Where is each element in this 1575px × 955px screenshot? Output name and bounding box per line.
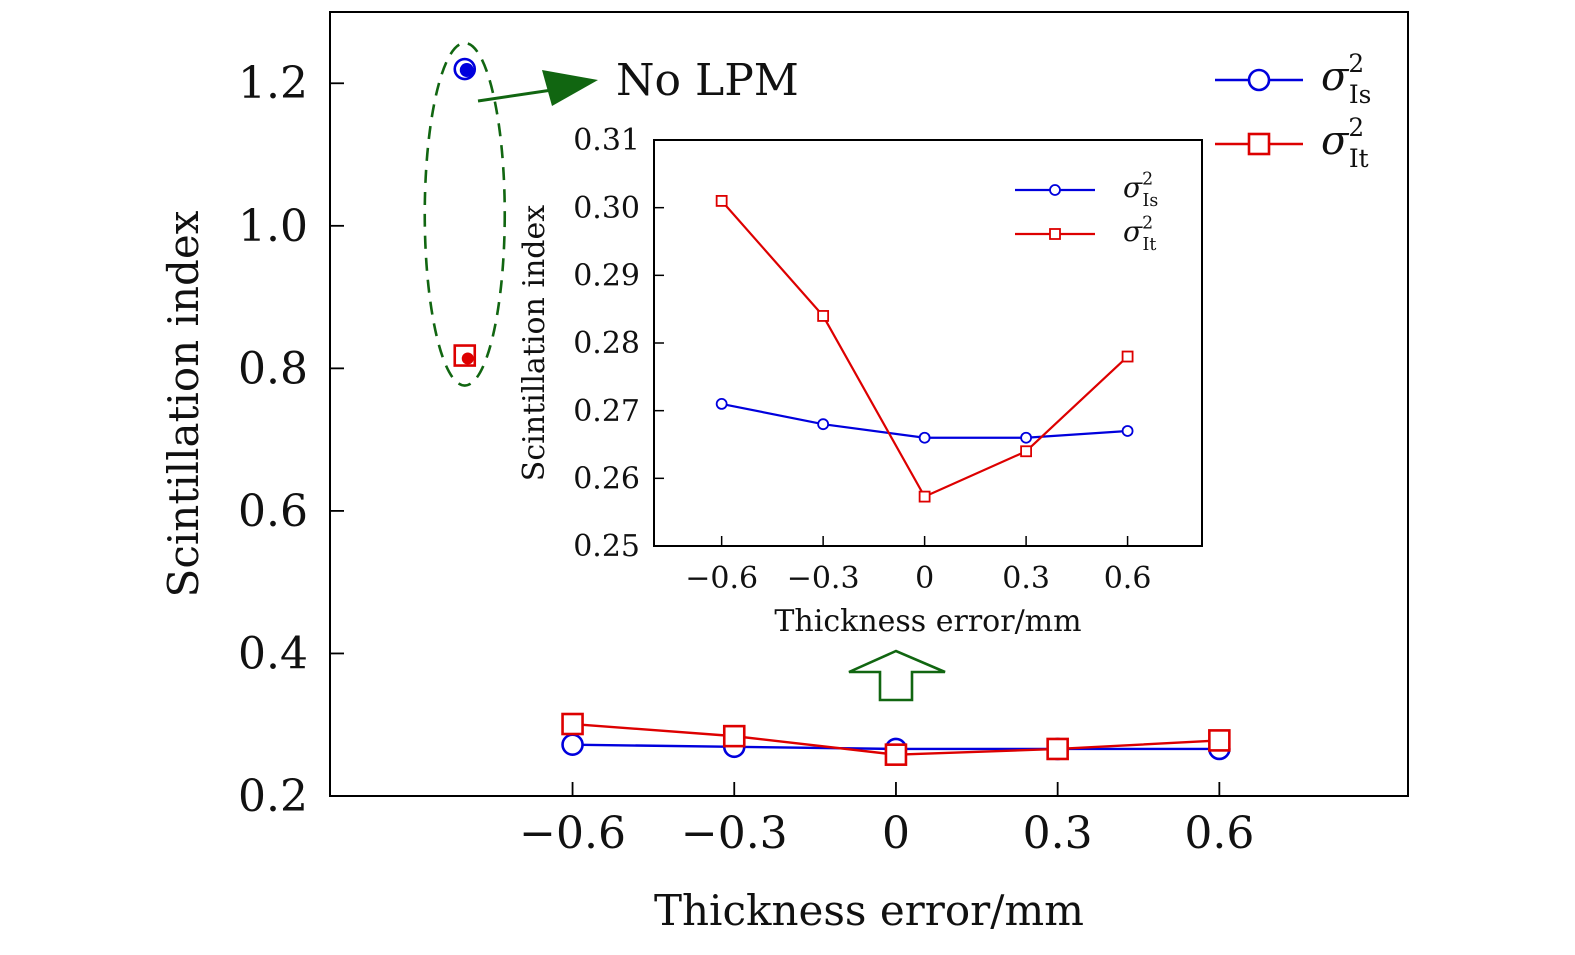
- inset-y-tick-label: 0.31: [573, 123, 640, 158]
- y-tick-label: 0.6: [238, 486, 308, 537]
- inset-y-tick-label: 0.28: [573, 326, 640, 361]
- inset-chart: −0.6 −0.3 0 0.3 0.6 0.25 0.26 0.27 0.28 0.29 0.30 0…: [517, 123, 1203, 639]
- legend-label-is-base: σ: [1321, 54, 1350, 100]
- inset-x-tick-label: −0.3: [787, 561, 860, 596]
- x-axis-label: Thickness error/mm: [654, 886, 1084, 935]
- y-tick-label: 0.2: [238, 771, 308, 822]
- data-point-it: [884, 743, 908, 766]
- x-tick-label: 0: [882, 808, 910, 859]
- data-point-it: [561, 712, 584, 736]
- inset-data-point-is: [817, 418, 830, 431]
- legend-marker-is: [1247, 68, 1271, 92]
- inset-y-tick-label: 0.26: [573, 462, 640, 497]
- x-tick-label: 0.6: [1184, 808, 1254, 859]
- inset-y-tick-label: 0.27: [573, 394, 640, 429]
- inset-legend-label-is-base: σ: [1123, 171, 1143, 204]
- y-tick-label: 0.8: [238, 343, 308, 394]
- inset-x-tick-label: −0.6: [685, 561, 758, 596]
- no-lpm-dashed-ellipse: [423, 41, 507, 387]
- y-tick-label: 1.0: [238, 201, 308, 252]
- no-lpm-point-it-fill: [461, 352, 474, 365]
- plot-frame: [329, 11, 1409, 797]
- inset-data-point-is: [1020, 431, 1032, 444]
- legend-label-is-sub: Is: [1349, 80, 1372, 109]
- inset-y-tick-label: 0.29: [573, 259, 640, 294]
- inset-legend-label-is-sub: Is: [1143, 191, 1159, 211]
- legend-marker-it: [1247, 132, 1271, 156]
- inset-data-point-it: [1121, 350, 1134, 363]
- no-lpm-arrow-shaft: [477, 88, 553, 103]
- inset-legend-marker-it: [1049, 228, 1061, 240]
- x-tick-label: −0.3: [681, 808, 788, 859]
- inset-data-point-it: [817, 310, 830, 322]
- x-tick-label: −0.6: [519, 808, 626, 859]
- inset-legend-label-it-base: σ: [1123, 215, 1143, 248]
- inset-x-axis-label: Thickness error/mm: [774, 604, 1081, 639]
- no-lpm-label: No LPM: [616, 55, 799, 106]
- inset-data-point-it: [918, 490, 931, 503]
- inset-legend-marker-is: [1049, 184, 1061, 196]
- legend-label-it-sub: It: [1349, 144, 1369, 173]
- legend-label-is-sup: 2: [1348, 49, 1364, 78]
- inset-legend-label-is-sup: 2: [1142, 169, 1153, 189]
- no-lpm-arrow-head: [542, 70, 598, 106]
- inset-x-tick-label: 0.6: [1104, 561, 1152, 596]
- inset-pointer-arrow: [848, 649, 946, 702]
- inset-data-point-is: [715, 397, 728, 410]
- data-point-it: [1046, 737, 1069, 761]
- data-point-it: [722, 724, 746, 748]
- inset-data-point-it: [715, 194, 728, 207]
- y-axis-label: Scintillation index: [159, 210, 208, 597]
- legend-label-it-base: σ: [1321, 118, 1350, 164]
- x-tick-label: 0.3: [1023, 808, 1093, 859]
- inset-legend-label-it: σ2 It: [1123, 213, 1156, 255]
- main-chart: −0.6 −0.3 0 0.3 0.6 0.2 0.4 0.6 0.8 1.0 1.2 Thickne…: [159, 11, 1409, 935]
- inset-data-point-is: [918, 431, 931, 444]
- annotations: No LPM: [423, 41, 946, 702]
- no-lpm-point-is-fill: [459, 63, 474, 78]
- inset-y-tick-label: 0.30: [573, 191, 640, 226]
- legend-label-is: σ2 Is: [1321, 49, 1371, 109]
- inset-y-tick-label: 0.25: [573, 529, 640, 564]
- y-tick-label: 1.2: [238, 58, 308, 109]
- inset-plot-background: [654, 140, 1202, 546]
- data-point-it: [1208, 729, 1231, 752]
- inset-legend-label-is: σ2 Is: [1123, 169, 1158, 211]
- inset-x-tick-label: 0: [915, 561, 934, 596]
- inset-data-point-it: [1020, 445, 1032, 458]
- legend-label-it: σ2 It: [1321, 113, 1369, 173]
- inset-x-tick-label: 0.3: [1002, 561, 1050, 596]
- data-point-is: [561, 733, 584, 756]
- inset-y-axis-label: Scintillation index: [517, 205, 552, 481]
- inset-legend-label-it-sub: It: [1143, 235, 1157, 255]
- legend-label-it-sup: 2: [1348, 113, 1364, 142]
- inset-data-point-is: [1121, 425, 1134, 437]
- inset-legend-label-it-sup: 2: [1142, 213, 1153, 233]
- y-tick-label: 0.4: [238, 628, 308, 679]
